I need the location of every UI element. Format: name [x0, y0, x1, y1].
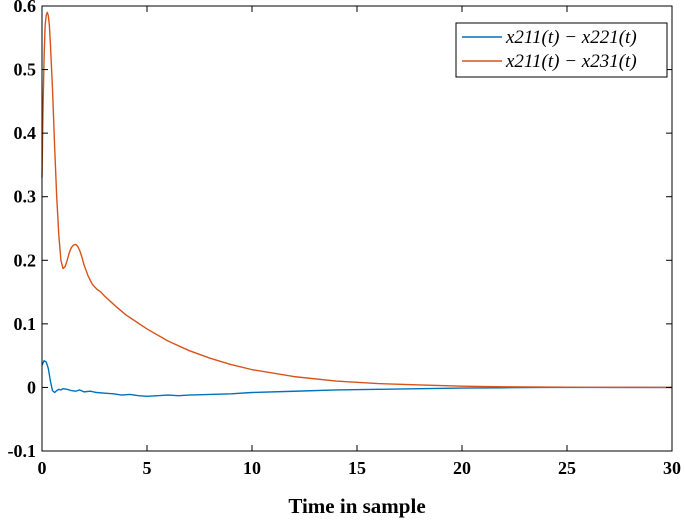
y-tick-label: 0.5: [14, 60, 37, 80]
y-tick-label: 0.2: [14, 250, 37, 270]
y-tick-label: 0.6: [14, 0, 37, 16]
plot-area: [42, 6, 672, 451]
x-axis-title: Time in sample: [288, 494, 425, 518]
x-tick-label: 0: [38, 458, 47, 478]
series-layer: [41, 11, 673, 398]
y-tick-label: 0.4: [14, 123, 37, 143]
x-tick-label: 5: [143, 458, 152, 478]
legend-label-2: x211(t) − x231(t): [505, 51, 637, 72]
x-tick-label: 10: [243, 458, 261, 478]
y-tick-label: -0.1: [8, 441, 37, 461]
ticks-layer: 0 5 10 15 20 25 30-0.100.10.20.30.40.50.6: [8, 0, 682, 478]
legend-label-1: x211(t) − x221(t): [505, 27, 637, 48]
series-line-1: [41, 360, 672, 398]
y-tick-label: 0: [27, 377, 36, 397]
x-tick-label: 15: [348, 458, 366, 478]
y-tick-label: 0.1: [14, 314, 37, 334]
x-tick-label: 25: [558, 458, 576, 478]
legend-box: [455, 22, 668, 78]
x-tick-label: 20: [453, 458, 471, 478]
y-tick-label: 0.3: [14, 187, 37, 207]
legend: x211(t) − x221(t) x211(t) − x231(t): [455, 22, 668, 78]
x-tick-label: 30: [663, 458, 681, 478]
series-line-2: [41, 11, 673, 389]
